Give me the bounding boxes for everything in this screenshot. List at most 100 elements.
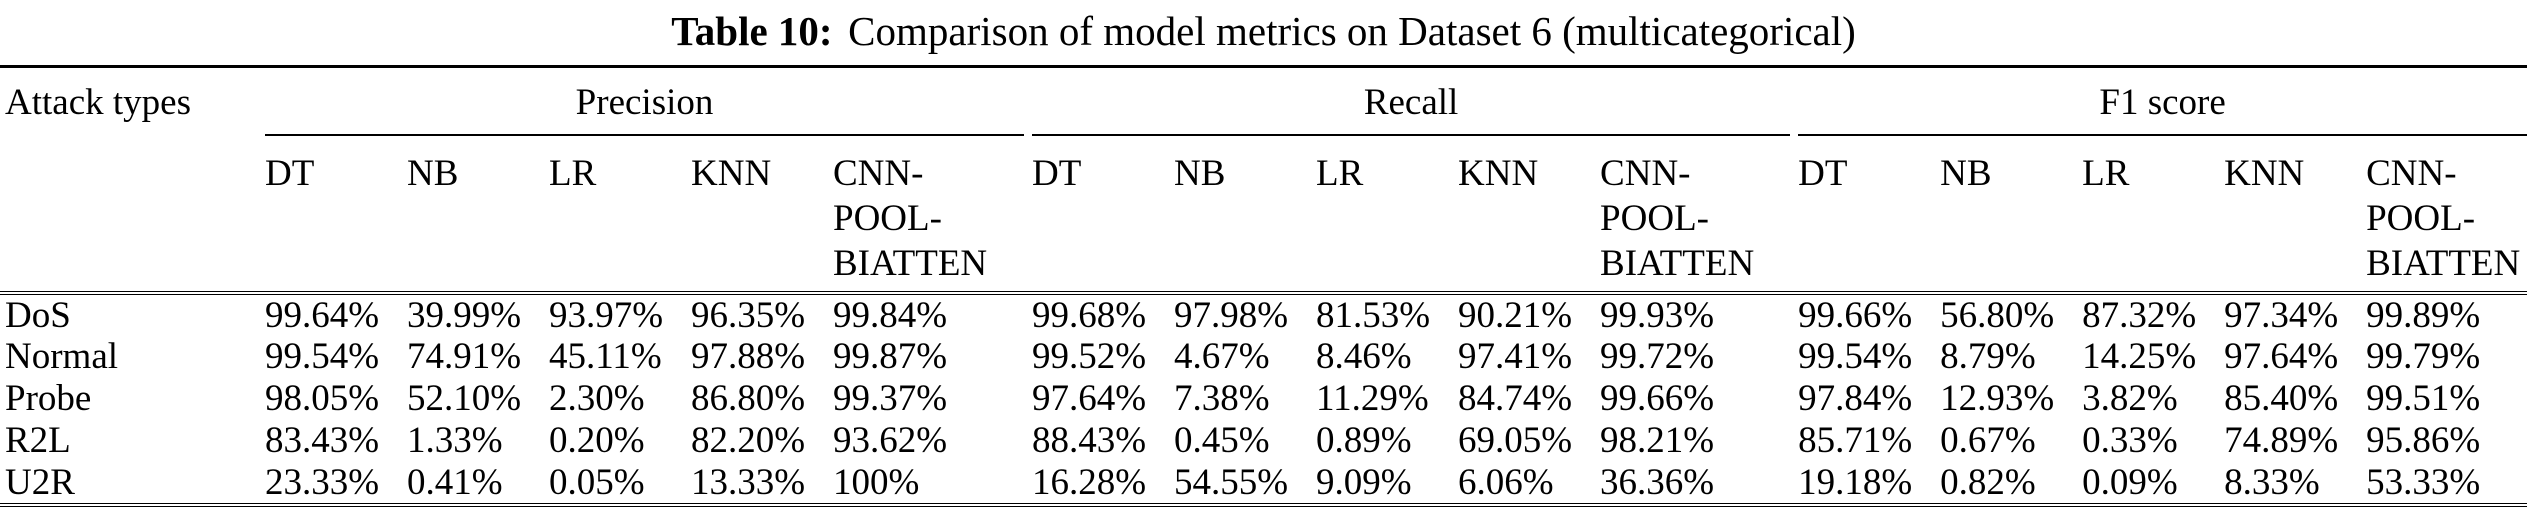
metrics-table: Attack types Precision Recall F1 score D… [0,65,2527,507]
metric-cell: 99.84% [833,291,1025,336]
attack-type-cell: Probe [5,378,92,419]
metric-cell: 16.28% [1032,462,1175,507]
col-header-f1-nb: NB [1940,153,1992,194]
col-header-f1-cnn-pool-biatten: CNN- POOL- BIATTEN [2366,153,2521,284]
metric-cell: 95.86% [2366,420,2481,461]
col-header-recall-knn: KNN [1458,153,1539,194]
metric-cell: 99.87% [833,336,948,377]
attack-type-cell: Normal [5,336,119,377]
metric-cell: 87.32% [2082,291,2225,336]
col-header-precision-dt: DT [265,153,315,194]
metric-cell: 96.35% [691,291,833,336]
metric-cell: 99.52% [1032,336,1147,377]
metric-cell: 7.38% [1174,378,1270,419]
metric-cell: 45.11% [549,336,662,377]
metric-cell: 99.54% [265,336,380,377]
col-header-recall-dt: DT [1032,153,1082,194]
metric-cell: 97.64% [2224,336,2339,377]
group-gap [1790,291,1799,336]
metric-cell: 86.80% [691,378,806,419]
metric-cell: 83.43% [265,420,380,461]
metric-cell: 97.41% [1458,336,1573,377]
metric-cell: 12.93% [1940,378,2055,419]
metric-cell: 8.33% [2224,462,2367,507]
table-row-r2l: R2L 83.43% 1.33% 0.20% 82.20% 93.62% 88.… [0,420,2527,462]
group-gap [1790,336,1798,378]
metric-cell: 14.25% [2082,336,2197,377]
table-caption-text: Comparison of model metrics on Dataset 6… [848,8,1856,54]
group-gap [1024,291,1033,336]
attack-type-cell: U2R [0,462,265,507]
group-gap [1790,378,1798,420]
metric-cell: 84.74% [1458,378,1573,419]
table-row-normal: Normal 99.54% 74.91% 45.11% 97.88% 99.87… [0,336,2527,378]
group-gap [1024,378,1032,420]
metric-cell: 100% [833,462,1025,507]
metric-cell: 97.88% [691,336,806,377]
table-caption-number: Table 10: [671,8,833,54]
attack-type-cell: DoS [0,291,265,336]
metric-cell: 69.05% [1458,420,1573,461]
metric-cell: 0.09% [2082,462,2225,507]
metric-cell: 11.29% [1316,378,1429,419]
metric-cell: 98.21% [1600,420,1715,461]
table-row-probe: Probe 98.05% 52.10% 2.30% 86.80% 99.37% … [0,378,2527,420]
col-header-f1-lr: LR [2082,153,2130,194]
col-header-recall-lr: LR [1316,153,1364,194]
metric-cell: 85.71% [1798,420,1913,461]
col-header-recall-nb: NB [1174,153,1226,194]
group-header-precision: Precision [265,66,1025,136]
group-gap [1024,336,1032,378]
metric-cell: 97.64% [1032,378,1147,419]
group-gap [1024,462,1033,507]
group-header-recall: Recall [1032,66,1791,136]
metric-cell: 99.79% [2366,336,2481,377]
metric-cell: 97.34% [2224,291,2367,336]
metric-cell: 82.20% [691,420,806,461]
metric-cell: 8.46% [1316,336,1412,377]
group-gap [1024,420,1032,462]
metric-cell: 99.68% [1032,291,1175,336]
metric-cell: 54.55% [1174,462,1317,507]
metric-cell: 99.89% [2366,291,2527,336]
metric-cell: 3.82% [2082,378,2178,419]
metric-cell: 13.33% [691,462,833,507]
metric-cell: 98.05% [265,378,380,419]
col-header-precision-knn: KNN [691,153,772,194]
metric-cell: 99.66% [1600,378,1715,419]
col-header-attack-types: Attack types [5,82,191,123]
group-header-row: Attack types Precision Recall F1 score [0,66,2527,136]
metric-cell: 0.05% [549,462,691,507]
model-header-row: DT NB LR KNN CNN- POOL- BIATTEN DT NB LR… [0,135,2527,293]
metric-cell: 97.98% [1174,291,1317,336]
metric-cell: 0.67% [1940,420,2036,461]
metric-cell: 53.33% [2366,462,2527,507]
metric-cell: 39.99% [407,291,549,336]
metric-cell: 74.89% [2224,420,2339,461]
metric-cell: 97.84% [1798,378,1913,419]
metric-cell: 99.66% [1798,291,1941,336]
metric-cell: 0.89% [1316,420,1412,461]
col-header-precision-nb: NB [407,153,459,194]
metric-cell: 0.33% [2082,420,2178,461]
metric-cell: 1.33% [407,420,503,461]
group-header-f1-score: F1 score [1798,66,2527,136]
metric-cell: 99.64% [265,291,407,336]
metric-cell: 99.93% [1600,291,1791,336]
col-header-recall-cnn-pool-biatten: CNN- POOL- BIATTEN [1600,153,1755,284]
metric-cell: 88.43% [1032,420,1147,461]
col-header-f1-knn: KNN [2224,153,2305,194]
table-row-u2r: U2R 23.33% 0.41% 0.05% 13.33% 100% 16.28… [0,462,2527,507]
metric-cell: 0.45% [1174,420,1270,461]
metric-cell: 85.40% [2224,378,2339,419]
metric-cell: 74.91% [407,336,522,377]
metric-cell: 0.20% [549,420,645,461]
metric-cell: 0.41% [407,462,549,507]
metric-cell: 99.54% [1798,336,1913,377]
group-gap [1790,420,1798,462]
metric-cell: 93.62% [833,420,948,461]
metric-cell: 2.30% [549,378,645,419]
metric-cell: 36.36% [1600,462,1791,507]
metric-cell: 9.09% [1316,462,1459,507]
metric-cell: 4.67% [1174,336,1270,377]
